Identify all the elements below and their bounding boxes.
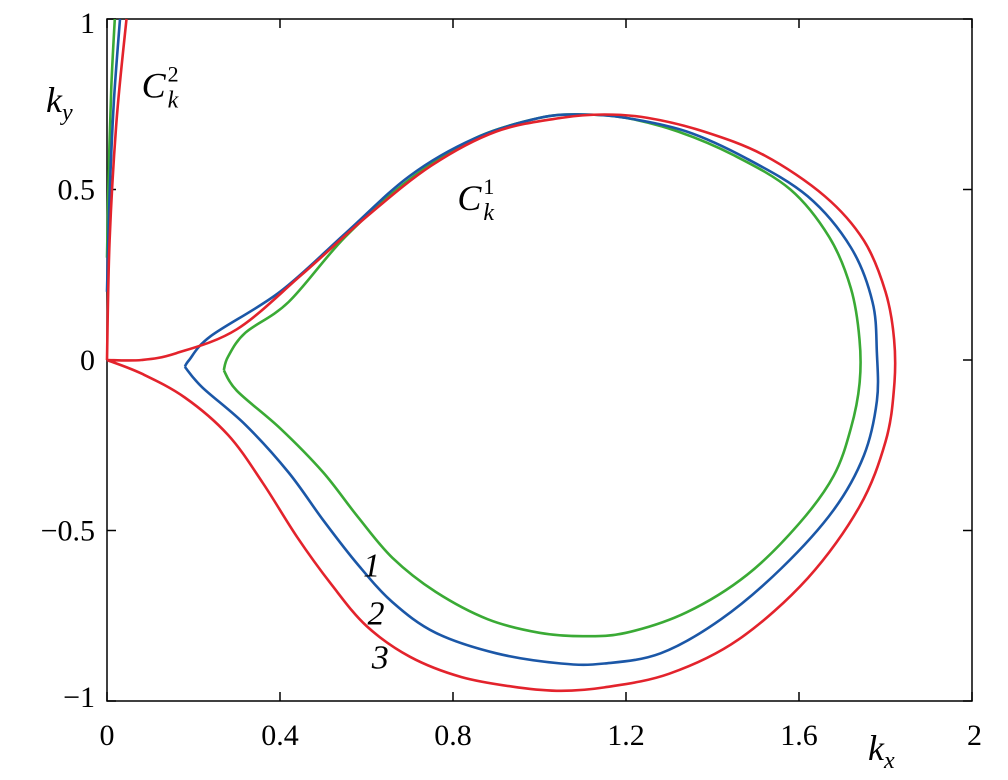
x-tick-label: 0 xyxy=(100,719,115,752)
series-1-line xyxy=(222,113,862,638)
x-axis-label: kx xyxy=(868,728,895,774)
tick-labels: 0 0.4 0.8 1.2 1.6 2 −1 −0.5 0 0.5 1 xyxy=(41,7,982,752)
series-3-line xyxy=(106,113,897,693)
annotation-sup: 1 xyxy=(483,174,494,199)
y-axis-label: ky xyxy=(46,80,73,126)
annotation-base: C xyxy=(142,65,167,105)
x-tick-label: 2 xyxy=(967,719,982,752)
ck2-branch-3 xyxy=(105,18,128,361)
y-tick-label: 1 xyxy=(80,7,95,40)
x-tick-label: 1.2 xyxy=(607,719,645,752)
y-tick-label: −0.5 xyxy=(41,515,95,548)
y-tick-label: 0.5 xyxy=(58,174,96,207)
curve-label-1: 1 xyxy=(363,548,380,585)
curve-label-3: 3 xyxy=(371,640,389,677)
annotation-ck2: C 2k xyxy=(142,61,179,113)
curves xyxy=(105,18,897,693)
y-tick-label: −1 xyxy=(63,681,95,714)
curve-label-2: 2 xyxy=(367,595,384,632)
series-2-line xyxy=(183,113,880,667)
annotation-sub: k xyxy=(168,87,179,113)
y-tick-label: 0 xyxy=(80,344,95,377)
x-tick-label: 1.6 xyxy=(780,719,818,752)
annotation-sup: 2 xyxy=(168,61,179,86)
annotation-base: C xyxy=(457,178,482,218)
x-tick-label: 0.4 xyxy=(261,719,299,752)
x-tick-label: 0.8 xyxy=(434,719,472,752)
annotation-ck1: C 1k xyxy=(457,174,494,226)
annotation-sub: k xyxy=(483,200,494,226)
